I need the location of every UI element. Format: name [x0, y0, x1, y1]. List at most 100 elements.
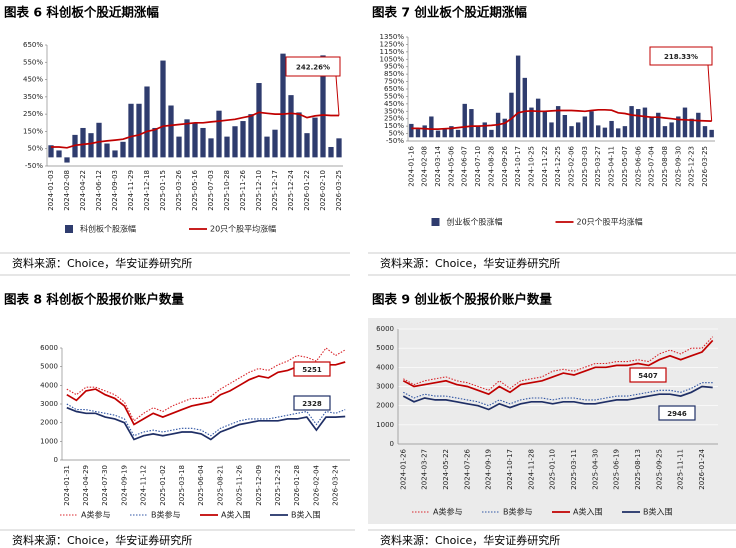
x-tick-label: 2024-01-31: [63, 465, 71, 506]
bar: [232, 126, 238, 158]
x-tick-label: 2026-03-25: [335, 170, 343, 211]
y-tick-label: 1250%: [380, 40, 405, 48]
x-tick-label: 2026-03-25: [701, 146, 709, 187]
x-tick-label: 2026-02-10: [319, 170, 327, 211]
y-tick-label: 950%: [384, 63, 404, 71]
y-tick-label: 650%: [384, 85, 404, 93]
x-tick-label: 2026-01-24: [698, 448, 706, 489]
y-tick-label: 50%: [388, 130, 404, 138]
x-tick-label: 2025-03-27: [594, 146, 602, 187]
x-tick-label: 2024-07-30: [101, 465, 109, 506]
x-tick-label: 2025-01-10: [549, 449, 557, 490]
x-tick-label: 2025-09-25: [655, 449, 663, 490]
bar: [656, 112, 661, 138]
x-tick-label: 2025-11-26: [239, 169, 247, 210]
bar: [248, 114, 254, 158]
bar: [442, 128, 447, 138]
annotation: 242.26%: [296, 64, 330, 72]
y-tick-label: 1000: [376, 421, 394, 429]
bar: [649, 116, 654, 138]
y-tick-label: -50%: [386, 137, 404, 145]
bar: [582, 116, 588, 138]
bar: [555, 106, 561, 138]
x-tick-label: 2025-08-08: [661, 146, 669, 187]
bar: [542, 111, 548, 138]
line-series: [66, 347, 346, 422]
x-tick-label: 2024-02-08: [63, 170, 71, 211]
y-tick-label: 50%: [27, 145, 43, 153]
bar: [569, 126, 574, 138]
x-tick-label: 2026-02-04: [312, 464, 320, 505]
bar: [455, 129, 461, 138]
value-label: 5251: [302, 366, 322, 374]
y-tick-label: 150%: [23, 127, 43, 135]
y-tick-label: 1350%: [380, 33, 405, 41]
y-tick-label: 250%: [384, 115, 404, 123]
x-tick-label: 2024-07-26: [463, 448, 471, 489]
x-tick-label: 2025-03-26: [175, 169, 183, 210]
bar: [240, 121, 246, 158]
value-box: [293, 395, 331, 411]
legend-label: B类参与: [151, 510, 181, 520]
bar: [409, 123, 414, 138]
line-series: [411, 108, 712, 130]
legend-label: A类入围: [221, 510, 250, 520]
y-tick-label: 3000: [40, 400, 58, 408]
bar: [575, 122, 581, 138]
bar: [515, 55, 521, 138]
bar: [272, 129, 278, 158]
value-box: [658, 405, 696, 421]
x-tick-label: 2024-10-25: [527, 146, 535, 187]
bar: [48, 145, 54, 158]
x-tick-label: 2025-03-11: [570, 449, 578, 490]
chart-title: 图表 8 科创板个股报价账户数量: [4, 292, 184, 307]
x-tick-label: 2024-10-17: [506, 449, 514, 490]
bar: [264, 136, 270, 158]
value-label: 2328: [302, 400, 322, 408]
bar: [136, 103, 142, 158]
bar: [216, 110, 222, 158]
legend-swatch: [65, 225, 73, 233]
bar: [168, 105, 174, 158]
x-tick-label: 2024-09-19: [485, 449, 493, 490]
x-tick-label: 2025-05-07: [621, 146, 629, 187]
bar: [160, 60, 166, 158]
bar: [56, 150, 62, 158]
x-tick-label: 2024-05-22: [442, 449, 450, 490]
x-tick-label: 2024-10-17: [514, 146, 522, 187]
x-tick-label: 2025-10-28: [223, 170, 231, 211]
bar: [589, 111, 594, 138]
y-tick-label: 1000: [40, 437, 58, 445]
legend-label: 科创板个股涨幅: [80, 224, 136, 234]
x-tick-label: 2026-01-22: [303, 170, 311, 211]
bar: [288, 95, 294, 158]
bar: [152, 127, 158, 158]
y-tick-label: 5000: [376, 344, 394, 352]
bar: [449, 126, 454, 138]
value-box: [293, 361, 331, 377]
source-note: 资料来源：Choice，华安证券研究所: [380, 256, 560, 270]
x-tick-label: 2024-06-07: [461, 146, 469, 187]
x-tick-label: 2026-03-24: [332, 464, 340, 505]
bar: [415, 129, 421, 138]
x-tick-label: 2025-04-11: [608, 146, 616, 187]
y-tick-label: 4000: [40, 381, 58, 389]
bar: [509, 92, 514, 138]
y-tick-label: 350%: [23, 93, 43, 101]
y-tick-label: 650%: [23, 41, 43, 49]
legend-label: A类参与: [433, 507, 462, 517]
x-tick-label: 2025-06-06: [634, 145, 642, 186]
x-tick-label: 2025-02-06: [568, 145, 576, 186]
annotation: 218.33%: [664, 53, 698, 61]
line-series: [402, 339, 714, 396]
x-tick-label: 2025-08-21: [216, 465, 224, 506]
bar: [192, 122, 198, 158]
x-tick-label: 2025-06-19: [613, 449, 621, 490]
x-tick-label: 2025-12-23: [274, 465, 282, 506]
bar: [689, 118, 694, 138]
bar: [622, 126, 628, 138]
x-tick-label: 2024-02-08: [421, 146, 429, 187]
bar: [702, 126, 708, 138]
value-label: 5407: [638, 372, 658, 380]
